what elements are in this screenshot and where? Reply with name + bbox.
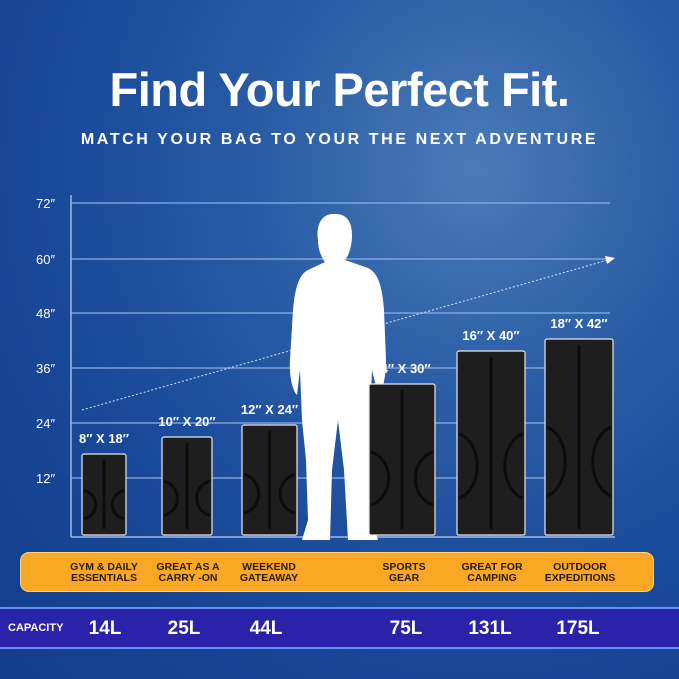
capacity-value: 131L <box>468 618 512 639</box>
use-case-label: GREAT AS A CARRY -ON <box>143 562 233 584</box>
y-tick-label: 72″ <box>36 196 55 211</box>
capacity-value: 175L <box>556 618 600 639</box>
capacity-value: 25L <box>167 618 201 639</box>
use-case-band: GYM & DAILY ESSENTIALS GREAT AS A CARRY -ON… <box>20 552 654 592</box>
subtitle: MATCH YOUR BAG TO YOUR THE NEXT ADVENTUR… <box>80 131 599 148</box>
bag-3 <box>241 424 298 536</box>
y-tick-label: 36″ <box>36 361 55 376</box>
y-tick-label: 24″ <box>36 416 55 431</box>
capacity-value: 14L <box>88 618 122 639</box>
bag-1 <box>81 453 127 536</box>
bag-4 <box>368 383 436 536</box>
use-line: GREAT AS A <box>156 561 220 573</box>
bag-size-label: 10″ X 20″ <box>158 414 215 429</box>
use-case-label: SPORTS GEAR <box>359 562 449 584</box>
use-line: WEEKEND <box>242 561 296 573</box>
bag-size-label: 14″ X 30″ <box>373 361 430 376</box>
bag-size-label: 16″ X 40″ <box>462 328 519 343</box>
person-silhouette <box>289 213 386 540</box>
use-line: GYM & DAILY <box>70 561 138 573</box>
capacity-label: CAPACITY <box>8 622 64 634</box>
y-tick-label: 60″ <box>36 252 55 267</box>
capacity-value: 75L <box>389 618 423 639</box>
use-line: GEAR <box>388 572 420 584</box>
use-case-label: WEEKEND GATEAWAY <box>224 562 314 584</box>
capacity-bar: CAPACITY 14L 25L 44L 75L 131L 175L <box>0 607 679 649</box>
bag-5 <box>456 350 526 536</box>
use-case-label: GREAT FOR CAMPING <box>447 562 537 584</box>
use-line: GREAT FOR <box>461 561 523 573</box>
use-line: CAMPING <box>467 572 517 584</box>
use-line: ESSENTIALS <box>71 572 137 584</box>
y-tick-label: 12″ <box>36 471 55 486</box>
bag-6 <box>544 338 614 536</box>
use-line: EXPEDITIONS <box>544 572 616 584</box>
page-title: Find Your Perfect Fit. <box>109 63 570 116</box>
use-line: OUTDOOR <box>553 561 607 573</box>
use-line: GATEAWAY <box>239 572 299 584</box>
use-case-label: GYM & DAILY ESSENTIALS <box>59 562 149 584</box>
arrow-head-icon <box>605 256 615 264</box>
capacity-value: 44L <box>249 618 283 639</box>
use-line: CARRY -ON <box>158 572 218 584</box>
bag-2 <box>161 436 213 536</box>
bag-size-label: 18″ X 42″ <box>550 316 607 331</box>
use-line: SPORTS <box>382 561 426 573</box>
y-tick-label: 48″ <box>36 306 55 321</box>
bag-size-label: 12″ X 24″ <box>241 402 298 417</box>
use-case-label: OUTDOOR EXPEDITIONS <box>535 562 625 584</box>
bag-size-label: 8″ X 18″ <box>79 431 129 446</box>
